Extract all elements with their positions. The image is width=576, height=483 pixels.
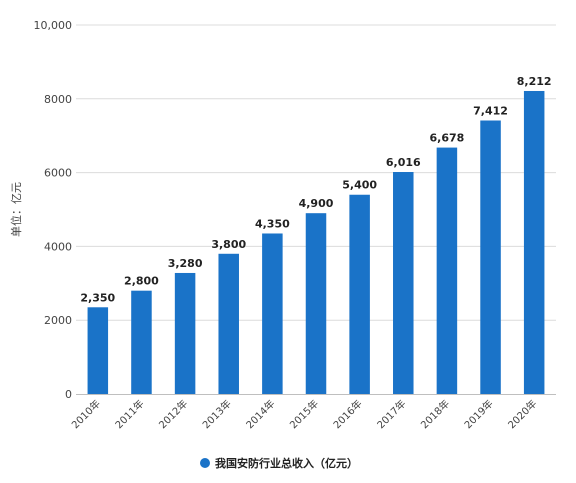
- y-tick-label: 6000: [44, 167, 72, 180]
- data-label: 6,678: [430, 132, 465, 145]
- bar[interactable]: [436, 147, 458, 394]
- bars: [87, 90, 545, 395]
- data-label: 6,016: [386, 156, 421, 169]
- data-label: 4,350: [255, 217, 290, 230]
- grid-lines: [76, 24, 556, 321]
- y-tick-label: 4000: [44, 240, 72, 253]
- y-axis-ticks: 0 2000 4000 6000 8000 10,000: [34, 19, 73, 401]
- bar[interactable]: [480, 120, 501, 395]
- legend[interactable]: 我国安防行业总收入（亿元）: [200, 456, 358, 470]
- x-tick-label: 2010年: [69, 397, 103, 431]
- data-label: 2,800: [124, 275, 159, 288]
- data-labels: 2,350 2,800 3,280 3,800 4,350 4,900 5,400 6,016…: [80, 75, 551, 304]
- legend-marker: [200, 458, 210, 468]
- bar[interactable]: [349, 194, 370, 394]
- x-tick-label: 2019年: [461, 397, 495, 431]
- data-label: 3,280: [168, 257, 203, 270]
- x-tick-label: 2014年: [243, 397, 277, 431]
- x-tick-label: 2016年: [330, 397, 364, 431]
- data-label: 4,900: [299, 197, 334, 210]
- y-tick-label: 10,000: [34, 19, 73, 32]
- bar[interactable]: [174, 272, 196, 394]
- bar[interactable]: [305, 213, 327, 394]
- bar[interactable]: [218, 253, 239, 394]
- x-tick-label: 2013年: [200, 397, 234, 431]
- bar[interactable]: [523, 90, 545, 394]
- data-label: 2,350: [80, 291, 115, 304]
- bar[interactable]: [262, 233, 283, 394]
- x-tick-label: 2020年: [505, 397, 539, 431]
- legend-label: 我国安防行业总收入（亿元）: [215, 456, 358, 470]
- data-label: 8,212: [517, 75, 552, 88]
- y-tick-label: 8000: [44, 93, 72, 106]
- data-label: 7,412: [473, 104, 508, 117]
- x-tick-label: 2011年: [112, 397, 146, 431]
- bar[interactable]: [131, 290, 152, 394]
- x-tick-label: 2017年: [374, 397, 408, 431]
- bar[interactable]: [87, 307, 109, 394]
- bar[interactable]: [393, 172, 414, 394]
- y-tick-label: 0: [65, 388, 72, 401]
- y-tick-label: 2000: [44, 314, 72, 327]
- x-tick-label: 2012年: [156, 397, 190, 431]
- x-tick-label: 2018年: [418, 397, 452, 431]
- data-label: 3,800: [211, 238, 246, 251]
- x-tick-label: 2015年: [287, 397, 321, 431]
- x-axis-ticks: 2010年 2011年 2012年 2013年 2014年 2015年 2016年 2017年…: [69, 397, 540, 431]
- data-label: 5,400: [342, 179, 377, 192]
- y-axis-label: 单位：亿元: [9, 182, 23, 237]
